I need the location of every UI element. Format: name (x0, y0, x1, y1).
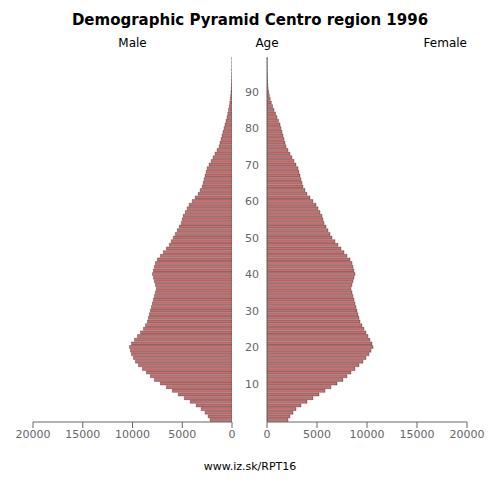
svg-text:0: 0 (264, 428, 271, 441)
svg-text:20: 20 (245, 341, 259, 354)
svg-text:50: 50 (245, 232, 259, 245)
svg-text:10000: 10000 (115, 428, 150, 441)
svg-text:5000: 5000 (168, 428, 196, 441)
svg-text:20000: 20000 (450, 428, 485, 441)
svg-text:70: 70 (245, 159, 259, 172)
svg-text:90: 90 (245, 86, 259, 99)
svg-text:10000: 10000 (350, 428, 385, 441)
svg-text:30: 30 (245, 305, 259, 318)
svg-text:5000: 5000 (303, 428, 331, 441)
svg-text:10: 10 (245, 378, 259, 391)
html-text:www.iz.sk/RPT16: www.iz.sk/RPT16 (203, 460, 297, 473)
html-text:Male: Male (118, 36, 147, 50)
svg-text:15000: 15000 (65, 428, 100, 441)
svg-text:15000: 15000 (400, 428, 435, 441)
svg-text:20000: 20000 (16, 428, 51, 441)
html-text:Age: Age (255, 36, 279, 50)
html-text:Female: Female (423, 36, 467, 50)
svg-text:40: 40 (245, 268, 259, 281)
svg-text:60: 60 (245, 195, 259, 208)
html-text:Demographic Pyramid Centro reg: Demographic Pyramid Centro region 1996 (71, 11, 429, 29)
svg-text:0: 0 (229, 428, 236, 441)
svg-text:80: 80 (245, 122, 259, 135)
